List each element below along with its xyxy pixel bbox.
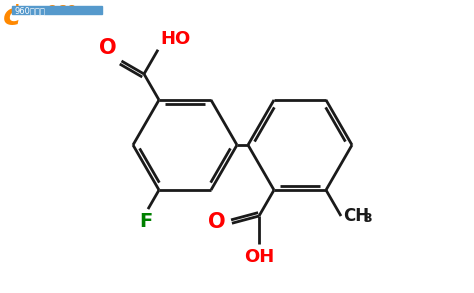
Text: O: O bbox=[99, 38, 117, 58]
Bar bbox=[12, 6, 102, 14]
Text: 3: 3 bbox=[363, 212, 372, 224]
Text: .com: .com bbox=[69, 4, 103, 18]
Text: OH: OH bbox=[244, 248, 274, 266]
Text: hem960: hem960 bbox=[15, 4, 78, 18]
Text: F: F bbox=[139, 212, 153, 231]
Text: HO: HO bbox=[160, 30, 190, 48]
Text: c: c bbox=[3, 2, 21, 31]
Text: 960化工网: 960化工网 bbox=[15, 6, 46, 15]
Text: CH: CH bbox=[343, 207, 369, 225]
Text: O: O bbox=[209, 212, 226, 232]
